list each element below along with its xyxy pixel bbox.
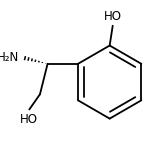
Text: HO: HO [20, 113, 38, 126]
Text: HO: HO [104, 10, 122, 23]
Text: H₂N: H₂N [0, 51, 19, 64]
